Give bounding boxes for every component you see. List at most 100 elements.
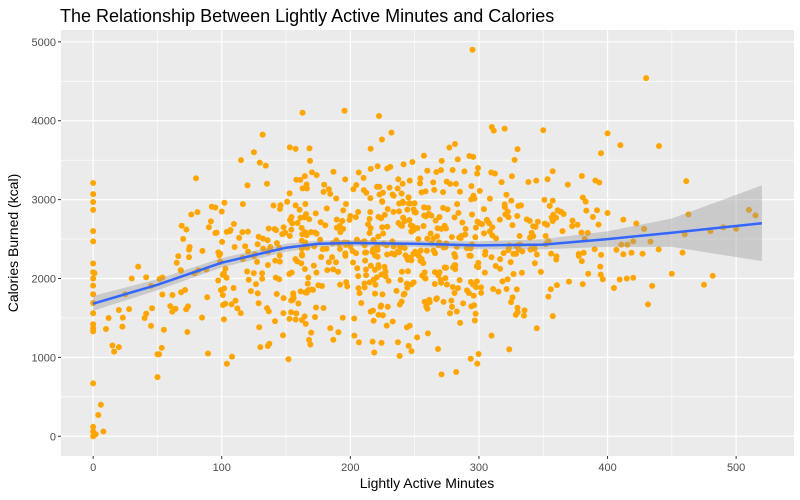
data-point [264,343,271,350]
data-point [186,254,193,261]
data-point [204,350,211,357]
data-point [273,291,280,298]
data-point [596,179,603,186]
data-point [229,353,236,360]
data-point [518,269,525,276]
data-point [335,329,342,336]
data-point [449,284,456,291]
data-point [471,302,478,309]
data-point [183,306,190,313]
data-point [242,243,249,250]
x-tick-label: 300 [470,462,488,474]
data-point [470,292,477,299]
data-point [342,252,349,259]
data-point [579,281,586,288]
data-point [380,230,387,237]
data-point [255,300,262,307]
data-point [286,144,293,151]
data-point [287,217,294,224]
data-point [578,258,585,265]
data-point [362,257,369,264]
data-point [366,279,373,286]
data-point [507,259,514,266]
data-point [325,259,332,266]
data-point [624,241,631,248]
data-point [222,265,229,272]
data-point [468,183,475,190]
data-point [433,296,440,303]
data-point [679,249,686,256]
data-point [451,290,458,297]
data-point [355,285,362,292]
data-point [401,218,408,225]
data-point [506,346,513,353]
data-point [295,300,302,307]
data-point [340,207,347,214]
data-point [361,284,368,291]
data-point [143,274,150,281]
data-point [498,179,505,186]
data-point [471,317,478,324]
data-point [421,204,428,211]
data-point [550,211,557,218]
data-point [294,220,301,227]
data-point [475,264,482,271]
data-point [350,186,357,193]
data-point [178,222,185,229]
data-point [272,274,279,281]
data-point [256,324,263,331]
data-point [604,130,611,137]
data-point [182,287,189,294]
data-point [476,187,483,194]
data-point [307,229,314,236]
data-point [264,262,271,269]
data-point [390,243,397,250]
data-point [415,235,422,242]
data-point [302,201,309,208]
data-point [90,191,97,198]
data-point [199,247,206,254]
data-point [405,194,412,201]
data-point [454,156,461,163]
data-point [537,268,544,275]
data-point [186,246,193,253]
data-point [518,202,525,209]
data-point [393,287,400,294]
data-point [367,208,374,215]
data-point [503,286,510,293]
data-point [330,168,337,175]
data-point [683,178,690,185]
chart-title: The Relationship Between Lightly Active … [60,6,554,26]
data-point [481,269,488,276]
data-point [367,225,374,232]
data-point [219,292,226,299]
data-point [405,342,412,349]
data-point [126,306,133,313]
data-point [452,180,459,187]
data-point [685,211,692,218]
data-point [496,216,503,223]
data-point [433,169,440,176]
y-axis-title: Calories Burned (kcal) [5,174,21,313]
data-point [390,208,397,215]
data-point [372,281,379,288]
data-point [513,286,520,293]
data-point [431,186,438,193]
data-point [337,229,344,236]
data-point [492,262,499,269]
data-point [443,281,450,288]
data-point [554,207,561,214]
data-point [167,303,174,310]
data-point [244,228,251,235]
data-point [448,297,455,304]
data-point [598,251,605,258]
data-point [90,260,97,267]
data-point [628,249,635,256]
data-point [490,285,497,292]
data-point [478,289,485,296]
data-point [302,239,309,246]
data-point [312,210,319,217]
data-point [90,228,97,235]
x-tick-label: 100 [213,462,231,474]
